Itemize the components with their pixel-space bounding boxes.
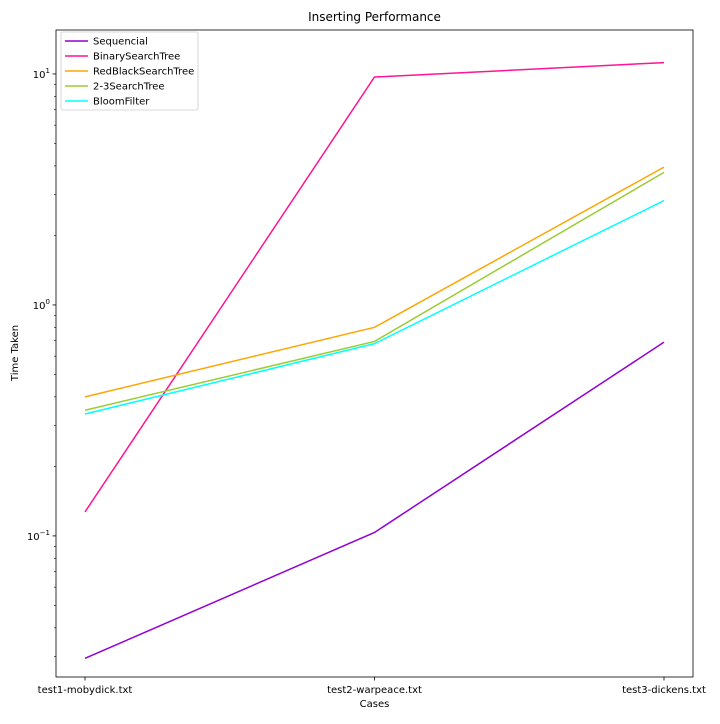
chart-title: Inserting Performance <box>308 10 441 24</box>
x-tick-label: test3-dickens.txt <box>622 685 706 696</box>
legend-label: BinarySearchTree <box>93 52 180 63</box>
y-tick-label: 10−1 <box>27 529 50 543</box>
axes-frame <box>55 29 694 678</box>
legend-label: RedBlackSearchTree <box>93 67 194 78</box>
series-line-4 <box>84 199 665 415</box>
axis-ticks: test1-mobydick.txt test2-warpeace.txt test… <box>27 29 706 696</box>
plot-area <box>84 61 665 660</box>
legend: Sequencial BinarySearchTree RedBlackSearch… <box>60 31 199 111</box>
series-line-2 <box>84 166 665 398</box>
series-line-3 <box>84 171 665 411</box>
legend-label: Sequencial <box>93 37 148 48</box>
series-line-1 <box>84 61 665 513</box>
y-tick-label: 100 <box>33 298 50 312</box>
series-line-0 <box>84 341 665 660</box>
x-tick-label: test1-mobydick.txt <box>38 685 133 696</box>
y-tick-label: 101 <box>33 67 50 81</box>
legend-label: BloomFilter <box>93 97 150 108</box>
legend-box <box>60 31 199 111</box>
legend-label: 2-3SearchTree <box>93 82 165 93</box>
x-axis-label: Cases <box>360 699 390 710</box>
y-axis-label: Time Taken <box>10 325 21 382</box>
x-tick-label: test2-warpeace.txt <box>327 685 422 696</box>
